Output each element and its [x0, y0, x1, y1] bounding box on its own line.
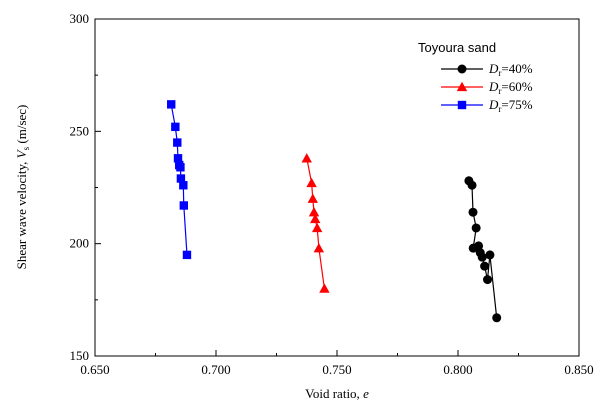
data-point — [471, 223, 481, 233]
legend-entry: Dr=75% — [441, 97, 533, 114]
data-point — [176, 163, 185, 172]
legend-sub: r — [498, 104, 501, 114]
x-tick-label: 0.650 — [80, 362, 109, 377]
data-point — [480, 261, 490, 271]
series-line — [306, 158, 325, 289]
legend-value: =75% — [501, 97, 532, 112]
y-tick-label: 200 — [70, 236, 90, 251]
y-axis-title-text: Shear wave velocity, — [14, 158, 29, 269]
data-point — [468, 207, 478, 217]
data-point — [308, 207, 320, 217]
x-tick-label: 0.800 — [443, 362, 472, 377]
data-point — [179, 201, 189, 210]
legend-entry: Dr=40% — [441, 61, 533, 78]
y-axis: 150 200 250 300 — [70, 11, 101, 363]
series-layer — [167, 100, 502, 323]
data-point — [179, 181, 188, 190]
y-axis-title-sub: s — [21, 146, 31, 150]
x-tick-label: 0.750 — [322, 362, 351, 377]
legend-label: Dr=40% — [488, 61, 533, 78]
legend-title: Toyoura sand — [418, 40, 496, 55]
data-point — [173, 138, 182, 147]
x-tick-label: 0.700 — [201, 362, 230, 377]
legend-entries: Dr=40%Dr=60%Dr=75% — [441, 61, 533, 114]
data-point — [492, 313, 502, 323]
data-point — [307, 193, 318, 203]
data-point — [467, 180, 477, 190]
x-axis-title-var: e — [363, 386, 369, 401]
y-tick-label: 300 — [70, 11, 90, 26]
data-point — [176, 174, 186, 183]
legend-value: =40% — [501, 61, 532, 76]
legend-marker — [457, 64, 467, 74]
data-point — [310, 213, 321, 224]
data-point — [483, 275, 493, 285]
legend-marker — [456, 81, 468, 92]
legend-label: Dr=75% — [488, 97, 533, 114]
legend-sub: r — [498, 86, 501, 96]
data-point — [477, 252, 487, 262]
data-point — [182, 250, 192, 260]
data-point — [313, 242, 325, 253]
series-square — [167, 100, 192, 260]
legend-var: D — [488, 79, 499, 94]
x-tick-label: 0.850 — [564, 362, 593, 377]
data-point — [173, 154, 183, 163]
legend-label: Dr=60% — [488, 79, 533, 96]
y-tick-label: 250 — [70, 123, 90, 138]
data-point — [301, 153, 312, 163]
x-axis: 0.650 0.700 0.750 0.800 0.850 — [80, 350, 594, 377]
legend-value: =60% — [501, 79, 532, 94]
data-point — [167, 100, 176, 109]
legend-sub: r — [498, 68, 501, 78]
legend-entry: Dr=60% — [441, 79, 533, 96]
y-tick-label: 150 — [70, 348, 90, 363]
y-axis-title: Shear wave velocity, Vs (m/sec) — [14, 105, 31, 270]
data-point — [474, 241, 484, 251]
data-point — [319, 283, 330, 293]
legend: Toyoura sand Dr=40%Dr=60%Dr=75% — [418, 40, 533, 114]
data-point — [485, 250, 495, 260]
data-point — [171, 122, 180, 132]
series-triangle — [301, 153, 330, 293]
y-axis-title-unit: (m/sec) — [14, 105, 29, 147]
data-point — [306, 177, 317, 188]
legend-var: D — [488, 61, 499, 76]
x-axis-title: Void ratio, e — [305, 386, 369, 401]
legend-var: D — [488, 97, 499, 112]
x-axis-title-text: Void ratio, — [305, 386, 363, 401]
y-axis-title-var: V — [14, 148, 29, 158]
legend-marker — [457, 100, 467, 110]
data-point — [311, 222, 323, 233]
series-circle — [464, 176, 502, 323]
